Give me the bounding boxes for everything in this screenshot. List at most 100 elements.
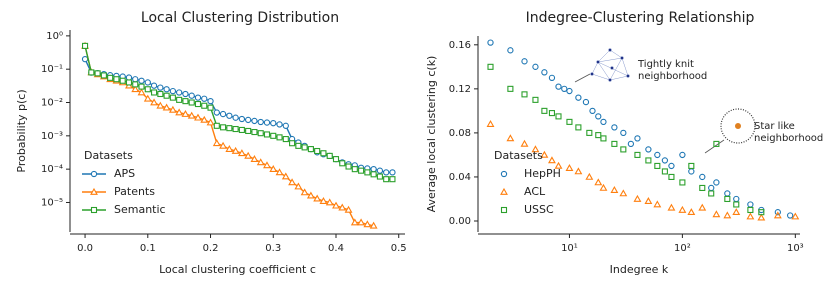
marker [213,122,220,129]
marker [620,129,627,137]
marker [364,169,371,176]
marker [370,171,377,178]
marker [245,127,252,135]
marker [289,140,296,147]
marker [548,74,556,81]
marker [250,155,259,162]
x-tick-label: 10¹ [561,243,578,254]
marker [732,208,741,216]
marker [358,167,365,174]
marker [708,190,715,197]
marker [194,100,202,108]
marker [294,182,303,190]
marker [699,173,706,181]
marker [113,76,120,83]
marker [687,208,696,216]
marker [231,146,240,154]
legend-marker [90,170,98,178]
marker [507,47,514,54]
legend-label: HepPH [524,167,561,180]
marker [724,195,731,203]
legend-title: Datasets [84,149,133,162]
legend-marker [500,170,508,178]
marker [383,176,390,183]
marker [600,118,607,126]
marker [611,124,618,131]
marker [595,113,602,120]
marker [344,205,353,213]
marker [138,77,145,84]
y-tick-label: 10⁻³ [41,131,63,142]
legend-marker [90,206,98,214]
marker [668,162,675,170]
marker [201,95,208,102]
marker [188,99,195,106]
y-tick-label: 10⁻⁵ [41,197,63,208]
marker [94,70,101,77]
marker [256,158,265,166]
marker [370,166,377,173]
marker [338,203,347,211]
marker [151,89,158,96]
marker [369,221,378,229]
star-icon [720,108,756,144]
x-tick-label: 10² [674,243,691,254]
marker [595,132,602,139]
marker [548,110,555,117]
marker [747,206,754,214]
y-tick-label: 10⁻² [41,98,63,109]
annotation: Star like [754,121,795,132]
y-axis-label: Average local clustering c(k) [425,56,438,213]
x-tick-label: 0.3 [265,243,281,254]
marker [187,111,196,119]
marker [175,108,184,116]
marker [585,172,594,180]
marker [219,110,227,118]
marker [325,198,334,206]
marker [176,96,183,103]
legend-title: Datasets [494,149,543,162]
marker [644,197,653,205]
marker [723,211,732,219]
y-tick-label: 0.08 [449,128,471,139]
x-tick-label: 0.5 [391,243,407,254]
marker [238,126,245,134]
marker [351,166,358,173]
marker [619,189,628,197]
marker [389,169,396,176]
marker [200,115,209,123]
tight-icon [590,48,630,82]
marker [82,42,89,49]
marker [332,156,340,163]
marker [679,151,686,159]
marker [521,58,528,65]
marker [263,131,271,138]
marker [620,146,627,153]
marker [138,83,145,90]
marker [332,201,340,209]
marker [132,76,139,83]
y-tick-label: 0.00 [449,216,471,227]
marker [357,218,366,226]
marker [162,103,171,111]
marker [383,169,390,176]
marker [594,178,603,186]
marker [561,85,568,93]
marker [678,205,687,213]
marker [245,116,252,124]
y-axis-label: Probability p(c) [15,89,28,172]
marker [150,98,159,106]
marker [295,142,302,149]
marker [182,98,189,105]
marker [713,179,720,186]
chart-title: Indegree-Clustering Relationship [526,10,755,26]
marker [698,203,707,211]
marker [282,136,289,143]
marker [201,102,208,109]
marker [288,178,297,186]
marker [733,201,740,208]
marker [326,152,333,159]
marker [306,191,315,199]
marker [555,113,562,120]
x-tick-label: 10³ [787,243,804,254]
